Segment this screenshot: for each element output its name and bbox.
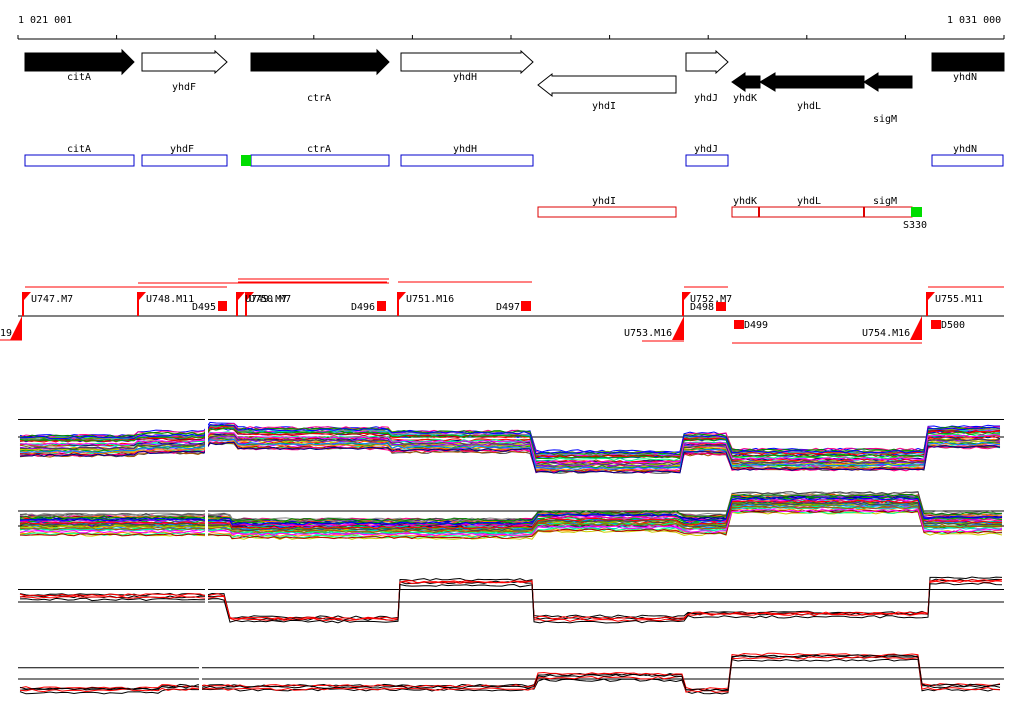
gene-label-yhdH: yhdH	[453, 72, 477, 83]
promoter-label-U751: U751.M16	[406, 294, 454, 305]
feature-highlight	[241, 155, 251, 166]
promoter-label-U753: U753.M16	[624, 328, 672, 339]
feature-box-yhdJ[interactable]	[685, 154, 729, 167]
gene-label-citA: citA	[67, 72, 91, 83]
expression-panel-3	[18, 572, 1004, 624]
coordinate-ruler: 1 021 001 1 031 000	[17, 15, 1005, 40]
promoter-label-U748: U748.M11	[146, 294, 194, 305]
feature-box-ctrA[interactable]	[250, 154, 390, 167]
expression-panel-4	[18, 652, 1004, 697]
terminator-label-D496: D496	[351, 302, 375, 313]
clipped-label: 19	[0, 328, 12, 339]
terminator-label-D500: D500	[941, 320, 965, 331]
ruler-start-label: 1 021 001	[18, 15, 72, 26]
reverse-feature-track: yhdI yhdK yhdL sigM S330	[537, 196, 927, 231]
feature-label-ctrA: ctrA	[307, 144, 331, 155]
gene-arrow-yhdF[interactable]	[141, 49, 228, 75]
feature-box-yhdI[interactable]	[537, 206, 677, 218]
terminator-label-D498: D498	[690, 302, 714, 313]
gene-arrow-yhdK[interactable]	[731, 72, 761, 92]
feature-box-citA[interactable]	[24, 154, 135, 167]
feature-label-yhdI: yhdI	[592, 196, 616, 207]
expression-panel-2	[18, 490, 1004, 550]
forward-feature-track: citA yhdF ctrA yhdH yhdJ yhdN	[24, 144, 1004, 167]
gene-label-yhdK: yhdK	[733, 93, 757, 104]
promoter-label-U750: U750.M7	[249, 294, 291, 305]
gene-arrow-citA[interactable]	[24, 48, 135, 76]
transcript-track: U747.M7 U748.M11 U749.M7 U750.M7 U751.M1…	[0, 278, 1004, 344]
promoter-label-U754: U754.M16	[862, 328, 910, 339]
gene-label-sigM: sigM	[873, 114, 897, 125]
feature-label-sigM: sigM	[873, 196, 897, 207]
terminator-label-D497: D497	[496, 302, 520, 313]
promoter-label-U755: U755.M11	[935, 294, 983, 305]
terminator-label-D495: D495	[192, 302, 216, 313]
gene-track: citA yhdF ctrA yhdH yhdJ yhdN yhdI yhdK …	[24, 48, 1005, 125]
gene-label-ctrA: ctrA	[307, 93, 331, 104]
feature-box-yhdF[interactable]	[141, 154, 228, 167]
gene-arrow-yhdN[interactable]	[931, 52, 1005, 72]
promoter-label-U752: U752.M7	[690, 294, 732, 305]
gene-arrow-yhdH[interactable]	[400, 49, 534, 75]
gene-label-yhdF: yhdF	[172, 82, 196, 93]
s-marker-label: S330	[903, 220, 927, 231]
gene-label-yhdN: yhdN	[953, 72, 977, 83]
feature-label-yhdN: yhdN	[953, 144, 977, 155]
gene-label-yhdJ: yhdJ	[694, 93, 718, 104]
gene-label-yhdI: yhdI	[592, 101, 616, 112]
feature-label-yhdK: yhdK	[733, 196, 757, 207]
feature-box-yhdH[interactable]	[400, 154, 534, 167]
feature-box-yhdN[interactable]	[931, 154, 1004, 167]
promoter-label-U747: U747.M7	[31, 294, 73, 305]
feature-label-yhdL: yhdL	[797, 196, 821, 207]
gene-arrow-yhdL[interactable]	[759, 72, 865, 92]
feature-label-yhdF: yhdF	[170, 144, 194, 155]
gene-arrow-yhdI[interactable]	[537, 72, 677, 98]
terminator-label-D499: D499	[744, 320, 768, 331]
ruler-end-label: 1 031 000	[947, 15, 1001, 26]
feature-label-yhdH: yhdH	[453, 144, 477, 155]
gene-arrow-yhdJ[interactable]	[685, 49, 729, 75]
feature-label-citA: citA	[67, 144, 91, 155]
feature-label-yhdJ: yhdJ	[694, 144, 718, 155]
gene-label-yhdL: yhdL	[797, 101, 821, 112]
s-marker[interactable]	[911, 207, 922, 217]
gene-arrow-sigM[interactable]	[863, 72, 913, 92]
gene-arrow-ctrA[interactable]	[250, 48, 390, 76]
promoter-label-U749: U749.M7	[245, 294, 287, 305]
expression-panel-1	[18, 395, 1004, 474]
